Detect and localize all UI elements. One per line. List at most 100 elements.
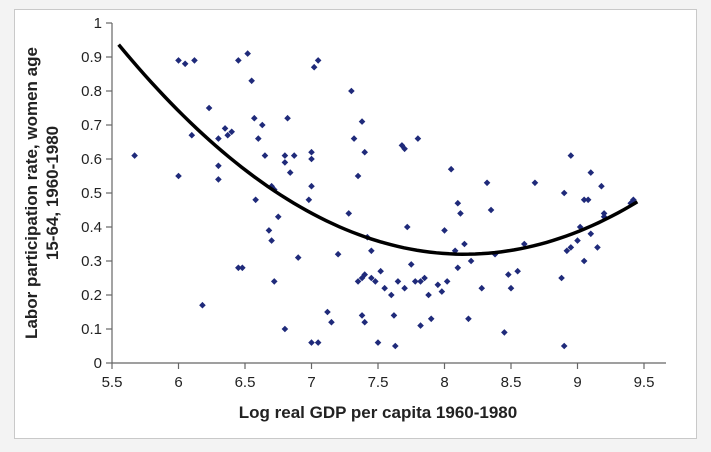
data-point bbox=[191, 57, 198, 64]
data-point bbox=[630, 196, 637, 204]
x-tick-label: 8.5 bbox=[501, 374, 522, 391]
data-point bbox=[354, 172, 362, 180]
data-point bbox=[175, 172, 182, 180]
data-point bbox=[324, 308, 331, 316]
data-point bbox=[505, 271, 512, 278]
data-point bbox=[417, 278, 424, 285]
y-tick-label: 1 bbox=[94, 15, 102, 32]
data-point bbox=[274, 213, 282, 221]
data-point bbox=[531, 179, 539, 187]
data-point bbox=[587, 230, 595, 238]
data-point bbox=[483, 179, 491, 187]
y-tick-label: 0.3 bbox=[81, 253, 102, 270]
data-point bbox=[451, 247, 459, 255]
y-ticks: 0 0.1 0.2 0.3 0.4 0.5 0.6 0.7 0.8 0.9 1 bbox=[81, 15, 112, 372]
data-point bbox=[361, 318, 368, 326]
data-point bbox=[507, 284, 515, 292]
x-axis-label: Log real GDP per capita 1960-1980 bbox=[239, 403, 517, 422]
data-point bbox=[239, 264, 246, 272]
data-point bbox=[560, 189, 568, 197]
x-tick-label: 5.5 bbox=[102, 374, 123, 391]
data-point bbox=[567, 152, 575, 159]
data-point bbox=[308, 148, 315, 156]
data-point bbox=[454, 264, 462, 272]
data-point bbox=[467, 257, 475, 265]
data-point bbox=[454, 199, 462, 207]
data-point bbox=[411, 278, 419, 285]
data-point bbox=[281, 152, 289, 159]
data-point bbox=[281, 159, 289, 166]
data-point bbox=[441, 227, 448, 234]
data-point bbox=[308, 155, 315, 163]
data-point bbox=[286, 169, 294, 176]
data-point bbox=[478, 284, 486, 292]
x-tick-label: 9.5 bbox=[634, 374, 655, 391]
data-point bbox=[584, 196, 592, 204]
x-tick-label: 6.5 bbox=[235, 374, 256, 391]
data-point bbox=[305, 196, 313, 204]
data-point bbox=[268, 182, 275, 190]
data-point bbox=[587, 169, 595, 176]
data-point bbox=[465, 315, 472, 323]
data-point bbox=[403, 223, 411, 231]
y-tick-label: 0.5 bbox=[81, 185, 102, 202]
data-point bbox=[235, 264, 242, 272]
data-point bbox=[447, 165, 455, 173]
data-point bbox=[345, 210, 353, 217]
data-point bbox=[401, 284, 408, 292]
data-point bbox=[199, 301, 206, 309]
y-tick-label: 0.6 bbox=[81, 151, 102, 168]
data-point bbox=[131, 152, 138, 159]
data-point bbox=[251, 114, 258, 122]
data-point bbox=[558, 274, 565, 282]
data-point bbox=[487, 206, 495, 214]
data-point bbox=[308, 182, 315, 190]
data-point bbox=[258, 121, 266, 129]
data-point bbox=[348, 87, 355, 95]
data-point bbox=[427, 315, 435, 323]
data-point bbox=[308, 339, 315, 346]
y-tick-label: 0.2 bbox=[81, 287, 102, 304]
data-point bbox=[290, 152, 298, 159]
data-point bbox=[188, 131, 196, 139]
x-tick-label: 9 bbox=[573, 374, 581, 391]
data-point bbox=[521, 240, 528, 248]
data-point bbox=[372, 278, 379, 285]
data-point bbox=[434, 281, 442, 289]
data-point bbox=[294, 254, 302, 261]
data-point bbox=[401, 145, 408, 153]
data-point bbox=[438, 288, 446, 295]
data-point bbox=[181, 60, 189, 68]
data-point bbox=[235, 57, 242, 64]
data-point bbox=[560, 342, 568, 350]
axes bbox=[111, 23, 666, 364]
data-point bbox=[205, 104, 213, 112]
x-tick-label: 6 bbox=[174, 374, 182, 391]
data-point bbox=[368, 274, 375, 282]
data-point bbox=[228, 128, 235, 136]
data-point bbox=[314, 339, 322, 346]
data-point bbox=[328, 318, 335, 326]
data-point bbox=[268, 237, 275, 244]
data-point bbox=[398, 142, 406, 149]
x-tick-label: 7.5 bbox=[368, 374, 389, 391]
y-tick-label: 0.1 bbox=[81, 321, 102, 338]
data-point bbox=[265, 227, 273, 234]
data-point bbox=[252, 196, 259, 204]
data-point bbox=[443, 278, 451, 285]
data-point bbox=[334, 250, 342, 258]
data-point bbox=[501, 329, 508, 336]
y-tick-label: 0 bbox=[94, 355, 102, 372]
data-point bbox=[374, 339, 382, 346]
data-point bbox=[281, 325, 289, 333]
data-point bbox=[388, 291, 395, 299]
y-tick-label: 0.9 bbox=[81, 49, 102, 66]
data-point bbox=[594, 244, 601, 251]
data-point bbox=[215, 162, 222, 170]
data-point bbox=[255, 135, 262, 142]
data-point bbox=[414, 135, 422, 142]
data-point bbox=[368, 247, 375, 255]
data-point bbox=[377, 267, 384, 275]
data-point bbox=[580, 257, 588, 265]
data-point bbox=[361, 148, 368, 156]
